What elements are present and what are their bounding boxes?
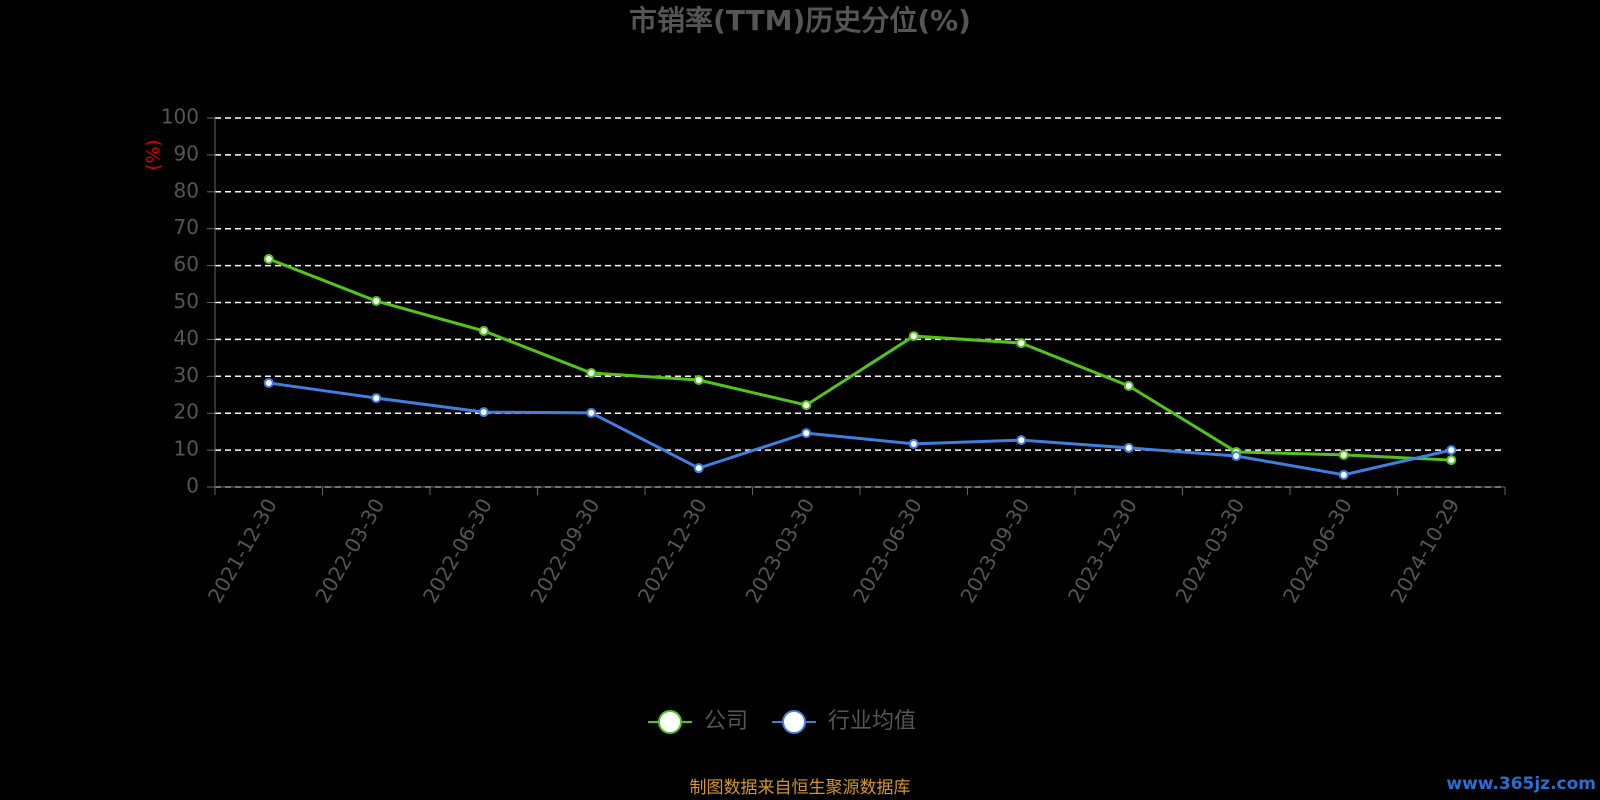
source-note: 制图数据来自恒生聚源数据库	[690, 778, 911, 798]
x-tick-label: 2022-06-30	[418, 494, 497, 607]
x-tick-label: 2023-12-30	[1063, 494, 1142, 607]
data-point	[263, 253, 274, 264]
data-point	[1446, 455, 1457, 466]
y-tick-label: 60	[174, 252, 199, 276]
y-axis-label: (%)	[143, 139, 164, 170]
x-tick-label: 2023-06-30	[848, 494, 927, 607]
data-point	[478, 325, 489, 336]
y-tick-label: 30	[174, 363, 199, 387]
data-point	[371, 296, 382, 307]
data-point	[1338, 449, 1349, 460]
legend-marker[interactable]	[782, 710, 807, 734]
data-point	[801, 400, 812, 411]
legend-marker[interactable]	[658, 710, 682, 734]
series-line	[268, 257, 1452, 462]
data-point	[693, 374, 704, 385]
data-point	[801, 428, 812, 439]
x-tick-label: 2023-03-30	[740, 494, 819, 607]
y-tick-label: 90	[174, 141, 199, 165]
data-point	[1123, 442, 1134, 453]
y-tick-label: 40	[174, 326, 199, 350]
series-line	[268, 381, 1452, 477]
y-tick-label: 10	[174, 437, 199, 461]
data-point	[263, 377, 274, 388]
data-point	[586, 407, 597, 418]
data-point	[371, 393, 382, 404]
data-point	[478, 407, 489, 418]
data-point	[693, 463, 704, 474]
watermark: www.365jz.com	[1446, 774, 1596, 794]
data-point	[1338, 469, 1349, 480]
data-point	[908, 438, 919, 449]
x-tick-label: 2023-09-30	[955, 494, 1034, 607]
data-point	[1123, 380, 1134, 391]
y-tick-label: 50	[174, 289, 199, 313]
data-point	[586, 367, 597, 378]
data-point	[1016, 338, 1027, 349]
y-tick-label: 0	[186, 474, 199, 498]
y-tick-label: 70	[174, 215, 199, 239]
chart-title: 市销率(TTM)历史分位(%)	[629, 4, 971, 37]
x-tick-label: 2024-06-30	[1278, 494, 1357, 607]
data-point	[1446, 445, 1457, 456]
x-tick-label: 2022-09-30	[525, 494, 604, 607]
y-tick-label: 20	[174, 400, 199, 424]
x-tick-label: 2022-12-30	[633, 494, 712, 607]
legend-label[interactable]: 公司	[704, 709, 748, 734]
y-tick-label: 80	[174, 178, 199, 202]
x-tick-label: 2024-03-30	[1170, 494, 1249, 607]
y-tick-label: 100	[161, 105, 199, 129]
x-tick-label: 2021-12-30	[203, 494, 282, 607]
legend-label[interactable]: 行业均值	[828, 709, 916, 734]
data-point	[908, 331, 919, 342]
x-tick-label: 2022-03-30	[310, 494, 389, 607]
x-tick-label: 2024-10-29	[1385, 494, 1464, 607]
data-point	[1016, 435, 1027, 446]
data-point	[1231, 451, 1242, 462]
